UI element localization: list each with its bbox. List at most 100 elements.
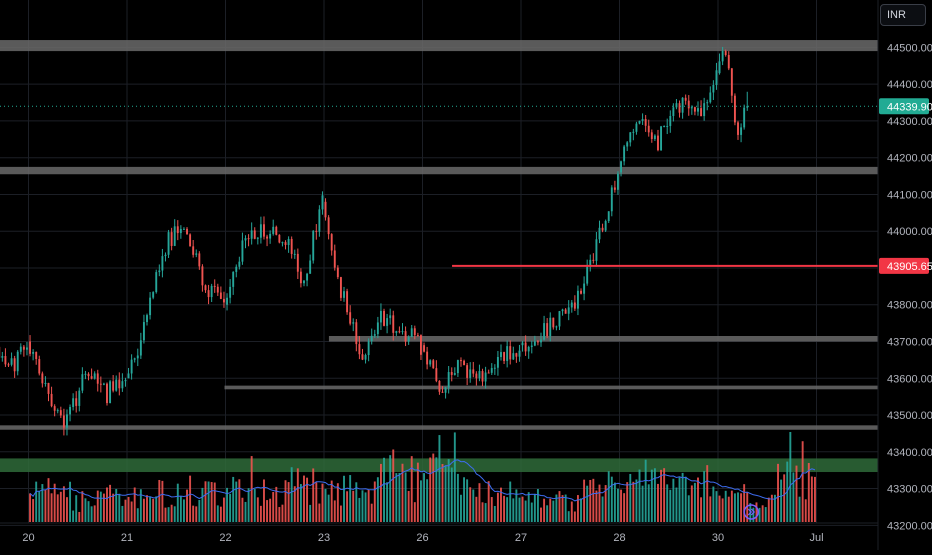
candle-body [368, 341, 370, 355]
candle-body [445, 388, 447, 393]
candle-body [125, 380, 127, 381]
volume-bar [38, 491, 40, 522]
volume-bar [232, 477, 234, 522]
candle-body [614, 187, 616, 189]
volume-bar [583, 480, 585, 522]
volume-bar [808, 463, 810, 522]
candle-body [358, 344, 360, 354]
volume-bar [91, 506, 93, 522]
volume-bar [679, 477, 681, 522]
volume-bar [405, 472, 407, 522]
volume-bar [657, 484, 659, 522]
candle-body [23, 347, 25, 350]
candle-body [503, 352, 505, 361]
candle-body [211, 286, 213, 297]
volume-bar [531, 503, 533, 522]
volume-bar [177, 484, 179, 522]
volume-bar [165, 508, 167, 522]
candle-body [269, 234, 271, 239]
volume-bar [263, 479, 265, 522]
candle-body [44, 383, 46, 384]
volume-bar [611, 477, 613, 522]
volume-bar [395, 473, 397, 522]
volume-bar [639, 470, 641, 522]
candle-body [134, 358, 136, 359]
candle-body [657, 136, 659, 151]
candle-body [562, 310, 564, 312]
volume-bar [571, 502, 573, 522]
volume-bar [192, 506, 194, 522]
candle-body [171, 232, 173, 246]
candle-body [577, 291, 579, 309]
y-tick-label: 43500.00 [887, 410, 932, 422]
volume-bar [580, 498, 582, 522]
volume-bar [783, 474, 785, 522]
candle-body [60, 410, 62, 415]
candle-body [174, 226, 176, 246]
candle-body [29, 342, 31, 354]
candle-body [161, 256, 163, 270]
candle-body [448, 372, 450, 387]
y-tick-label: 43200.00 [887, 520, 932, 532]
candle-body [694, 107, 696, 111]
volume-bar [343, 476, 345, 522]
volume-bar [734, 493, 736, 522]
candle-body [478, 371, 480, 378]
volume-bar [623, 493, 625, 522]
volume-bar [506, 497, 508, 522]
volume-bar [799, 497, 801, 522]
candle-body [8, 364, 10, 365]
volume-bar [448, 459, 450, 522]
candle-body [251, 230, 253, 238]
candle-body [709, 92, 711, 102]
volume-bar [318, 504, 320, 522]
volume-bar [75, 495, 77, 522]
candle-body [571, 303, 573, 308]
candle-body [697, 108, 699, 111]
volume-bar [245, 502, 247, 522]
candle-body [349, 312, 351, 323]
volume-bar [328, 495, 330, 522]
candle-body [131, 360, 133, 374]
candle-body [703, 103, 705, 116]
candle-body [146, 315, 148, 322]
candle-body [272, 227, 274, 234]
price-zone [0, 425, 878, 429]
candle-body [414, 328, 416, 335]
candle-body [531, 346, 533, 347]
candle-body [78, 391, 80, 406]
volume-bar [632, 482, 634, 522]
volume-bar [125, 500, 127, 522]
candle-body [140, 340, 142, 355]
volume-bar [709, 496, 711, 522]
volume-bar [63, 486, 65, 522]
volume-bar [94, 505, 96, 522]
candle-body [186, 229, 188, 235]
volume-bar [599, 485, 601, 522]
candle-body [322, 195, 324, 209]
volume-bar [238, 479, 240, 522]
volume-bar [438, 435, 440, 522]
y-tick-label: 44000.00 [887, 226, 932, 238]
volume-bar [137, 508, 139, 522]
candle-body [192, 246, 194, 254]
volume-bar [128, 497, 130, 522]
volume-bar [72, 511, 74, 522]
candle-body [411, 328, 413, 337]
volume-bar [525, 501, 527, 522]
volume-bar [488, 481, 490, 522]
candle-body [300, 272, 302, 284]
volume-bar [645, 460, 647, 522]
volume-bar [66, 497, 68, 522]
candle-body [109, 381, 111, 403]
volume-bar [694, 483, 696, 522]
volume-bar [512, 498, 514, 522]
candle-body [38, 359, 40, 373]
candle-body [263, 224, 265, 236]
candle-body [617, 174, 619, 190]
candle-body [629, 132, 631, 142]
currency-selector[interactable]: INR [880, 4, 926, 26]
volume-bar [691, 485, 693, 522]
